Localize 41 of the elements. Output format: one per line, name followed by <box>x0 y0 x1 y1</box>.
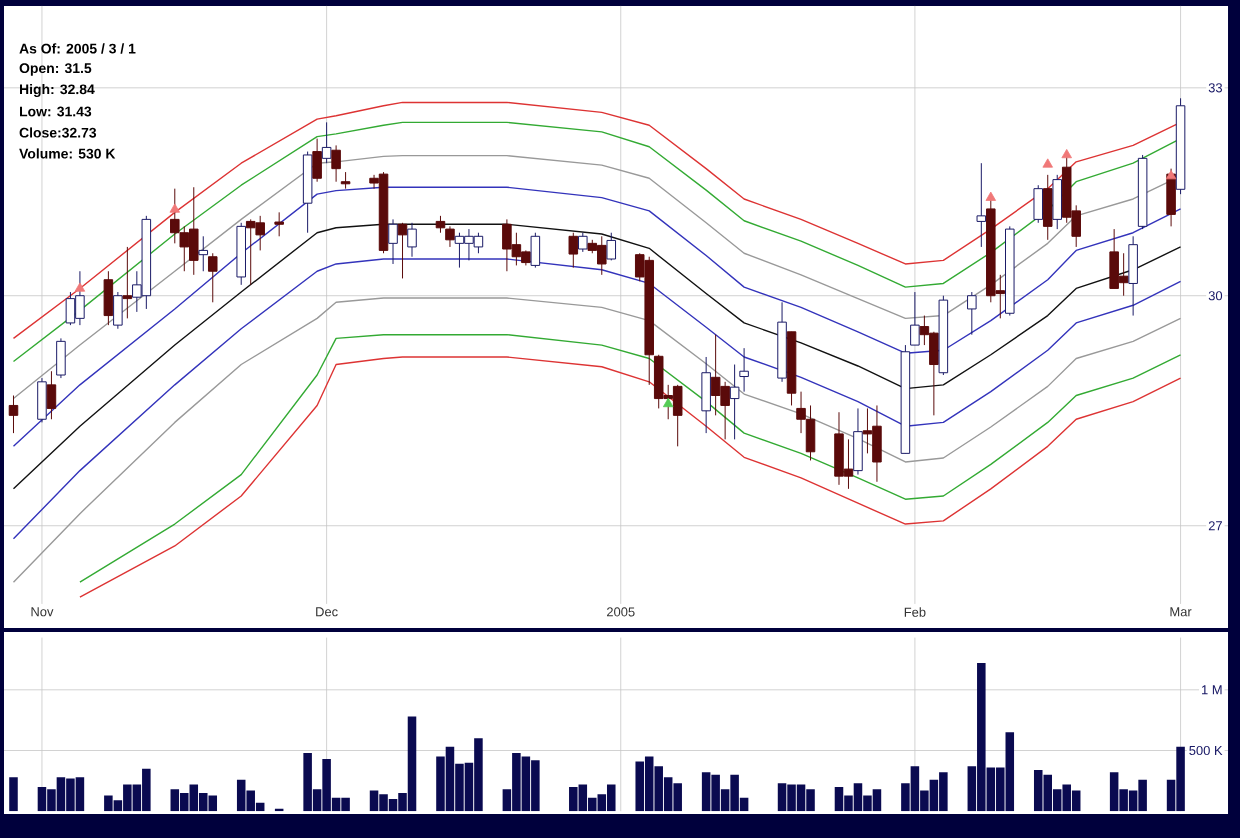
candlestick <box>853 407 863 476</box>
candlestick <box>1042 174 1053 241</box>
candlestick <box>321 121 332 164</box>
point <box>74 282 86 292</box>
candlestick <box>274 211 284 237</box>
candlestick <box>388 218 398 265</box>
candlestick <box>445 225 455 248</box>
candlestick <box>568 232 579 269</box>
candlestick <box>578 232 588 253</box>
candlestick <box>198 235 209 272</box>
candlestick <box>113 291 123 330</box>
line-series <box>12 101 1182 340</box>
candlestick <box>1128 235 1138 317</box>
candlestick <box>37 377 47 423</box>
candlestick <box>331 144 341 183</box>
candlestick <box>606 232 617 261</box>
point <box>1061 148 1072 159</box>
candlestick <box>207 252 218 303</box>
candlestick <box>530 232 541 269</box>
point <box>1165 170 1177 180</box>
candlestick <box>407 222 417 258</box>
bar <box>606 784 616 812</box>
candlestick <box>122 246 133 319</box>
candlestick <box>56 337 66 379</box>
candlestick <box>701 356 711 434</box>
candlestick <box>1052 174 1062 230</box>
candlestick <box>312 138 322 183</box>
point <box>1042 158 1053 168</box>
point <box>662 397 674 408</box>
candlestick <box>910 291 920 346</box>
candlestick <box>46 370 57 420</box>
candlestick <box>397 222 408 279</box>
point <box>169 203 181 213</box>
candlestick <box>8 395 19 434</box>
point <box>985 191 997 201</box>
line-series <box>12 121 1182 363</box>
candlestick <box>103 270 114 326</box>
candlestick <box>1033 184 1044 224</box>
candlestick <box>976 162 987 248</box>
bar <box>9 777 18 812</box>
candlestick <box>967 291 977 336</box>
